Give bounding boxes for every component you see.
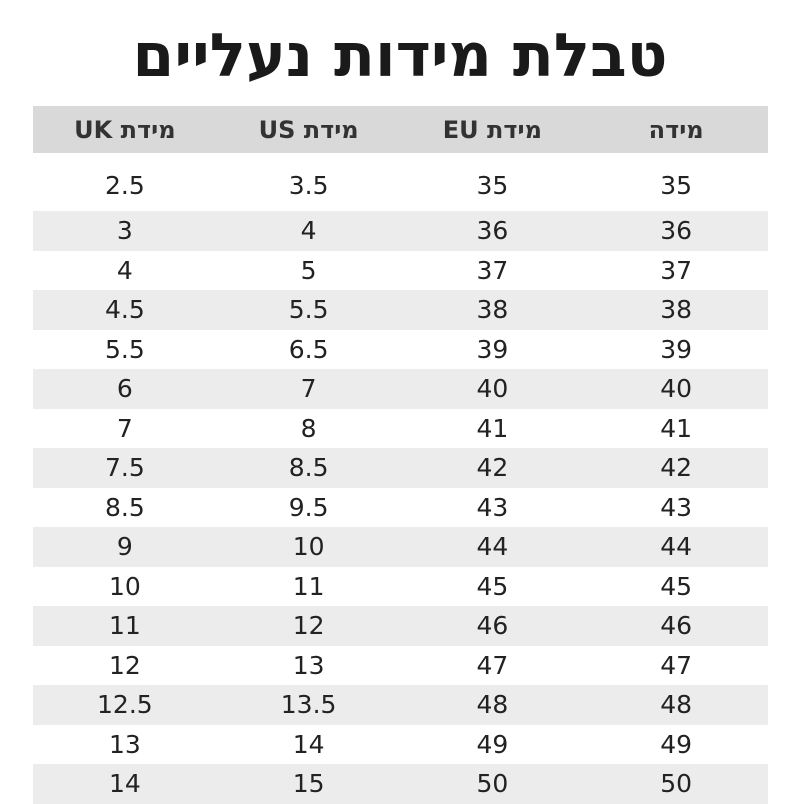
table-cell: 44 <box>584 527 768 567</box>
table-cell: 39 <box>660 334 693 364</box>
table-cell: 10 <box>108 571 141 601</box>
table-cell: 4 <box>116 255 133 285</box>
table-cell: 11 <box>292 571 325 601</box>
table-cell: 38 <box>584 290 768 330</box>
table-row: 36 36 4 3 <box>33 211 768 251</box>
table-row: 39 39 6.5 5.5 <box>33 330 768 370</box>
table-row: 50 50 15 14 <box>33 764 768 804</box>
table-cell: 11 <box>33 606 217 646</box>
table-row: 37 37 5 4 <box>33 251 768 291</box>
table-row: 44 44 10 9 <box>33 527 768 567</box>
table-cell: 7.5 <box>33 448 217 488</box>
table-cell: 8.5 <box>104 492 145 522</box>
table-cell: 4.5 <box>33 290 217 330</box>
table-cell: 50 <box>400 764 585 804</box>
table-cell: 42 <box>584 448 768 488</box>
table-cell: 46 <box>400 606 585 646</box>
table-cell: 13 <box>292 650 325 680</box>
table-cell: 38 <box>400 290 585 330</box>
table-row: 42 42 8.5 7.5 <box>33 448 768 488</box>
table-row: 46 46 12 11 <box>33 606 768 646</box>
table-cell: 45 <box>660 571 693 601</box>
table-row: 47 47 13 12 <box>33 646 768 686</box>
column-header: מידת EU <box>400 106 585 153</box>
table-cell: 13 <box>108 729 141 759</box>
table-row: 40 40 7 6 <box>33 369 768 409</box>
table-cell: 37 <box>476 255 509 285</box>
table-cell: 47 <box>660 650 693 680</box>
table-cell: 42 <box>400 448 585 488</box>
header-row: מידה מידת EU מידת US מידת UK <box>33 106 768 153</box>
table-cell: 3.5 <box>288 170 329 200</box>
table-cell: 7 <box>116 413 133 443</box>
table-cell: 9.5 <box>288 492 329 522</box>
table-cell: 7 <box>216 369 401 409</box>
table-cell: 47 <box>476 650 509 680</box>
table-cell: 8 <box>300 413 317 443</box>
table-cell: 44 <box>400 527 585 567</box>
table-row: 45 45 11 10 <box>33 567 768 607</box>
table-cell: 43 <box>476 492 509 522</box>
table-row: 48 48 13.5 12.5 <box>33 685 768 725</box>
table-cell: 5.5 <box>104 334 145 364</box>
table-cell: 13.5 <box>216 685 401 725</box>
table-cell: 40 <box>400 369 585 409</box>
table-body: 35 35 3.5 2.5 36 36 4 3 37 37 5 4 38 38 5.5 4.5 39 39 6.5 5… <box>33 153 768 804</box>
table-cell: 9 <box>33 527 217 567</box>
table-cell: 39 <box>476 334 509 364</box>
table-cell: 40 <box>584 369 768 409</box>
table-row: 38 38 5.5 4.5 <box>33 290 768 330</box>
table-cell: 49 <box>476 729 509 759</box>
page-title: טבלת מידות נעליים <box>132 21 668 91</box>
table-cell: 45 <box>476 571 509 601</box>
table-cell: 35 <box>476 170 509 200</box>
table-cell: 37 <box>660 255 693 285</box>
table-cell: 5 <box>300 255 317 285</box>
table-cell: 6.5 <box>288 334 329 364</box>
table-cell: 12 <box>216 606 401 646</box>
table-cell: 5.5 <box>216 290 401 330</box>
table-cell: 35 <box>660 170 693 200</box>
table-cell: 48 <box>400 685 585 725</box>
table-head: מידה מידת EU מידת US מידת UK <box>33 106 768 153</box>
table-row: 35 35 3.5 2.5 <box>33 153 768 211</box>
table-cell: 41 <box>476 413 509 443</box>
table-cell: 43 <box>660 492 693 522</box>
size-table: מידה מידת EU מידת US מידת UK 35 35 3.5 2.5 36 36… <box>33 106 768 804</box>
table-cell: 10 <box>216 527 401 567</box>
table-cell: 48 <box>584 685 768 725</box>
table-cell: 14 <box>33 764 217 804</box>
column-header: מידה <box>584 106 768 153</box>
table-cell: 15 <box>216 764 401 804</box>
table-cell: 6 <box>33 369 217 409</box>
table-cell: 3 <box>33 211 217 251</box>
table-row: 41 41 8 7 <box>33 409 768 449</box>
table-cell: 12 <box>108 650 141 680</box>
table-row: 43 43 9.5 8.5 <box>33 488 768 528</box>
table-cell: 8.5 <box>216 448 401 488</box>
column-header: מידת UK <box>33 106 217 153</box>
table-row: 49 49 14 13 <box>33 725 768 765</box>
table-cell: 50 <box>584 764 768 804</box>
table-cell: 49 <box>660 729 693 759</box>
table-cell: 4 <box>216 211 401 251</box>
table-cell: 14 <box>292 729 325 759</box>
table-cell: 41 <box>660 413 693 443</box>
table-cell: 12.5 <box>33 685 217 725</box>
column-header: מידת US <box>216 106 401 153</box>
table-cell: 36 <box>400 211 585 251</box>
table-cell: 46 <box>584 606 768 646</box>
table-cell: 2.5 <box>104 170 145 200</box>
table-cell: 36 <box>584 211 768 251</box>
